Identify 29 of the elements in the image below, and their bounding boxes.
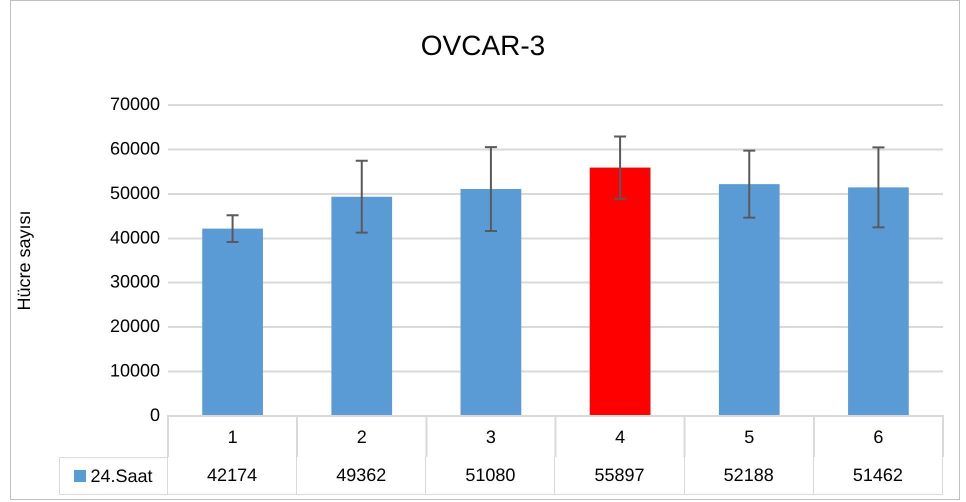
- y-tick-label: 30000: [110, 272, 160, 292]
- y-tick-label: 60000: [110, 138, 160, 158]
- legend-label: 24.Saat: [90, 466, 153, 486]
- bar: [590, 168, 650, 415]
- y-tick-label: 20000: [110, 316, 160, 336]
- data-label: 49362: [296, 457, 426, 495]
- y-tick-label: 0: [150, 404, 160, 425]
- data-label: 55897: [554, 457, 685, 495]
- data-label: 42174: [167, 457, 298, 495]
- x-tick-label: 3: [486, 426, 496, 447]
- bar: [718, 184, 780, 415]
- data-label: 51080: [425, 457, 556, 495]
- x-tick-label: 1: [228, 426, 238, 447]
- bar: [331, 196, 392, 415]
- bar: [848, 187, 909, 415]
- y-tick-label: 40000: [110, 227, 160, 248]
- bar: [460, 189, 522, 415]
- x-tick-label: 2: [356, 426, 367, 447]
- x-tick-label: 6: [873, 426, 884, 447]
- x-tick-label: 4: [615, 426, 626, 447]
- x-tick-label: 5: [744, 426, 754, 447]
- y-tick-label: 70000: [110, 94, 160, 114]
- y-axis-title: Hücre sayısı: [14, 210, 34, 311]
- y-tick-label: 10000: [110, 360, 160, 381]
- chart-title: OVCAR-3: [420, 30, 546, 62]
- bar: [202, 228, 263, 415]
- y-tick-label: 50000: [110, 182, 160, 203]
- data-label: 51462: [812, 457, 943, 495]
- data-label: 52188: [684, 457, 814, 495]
